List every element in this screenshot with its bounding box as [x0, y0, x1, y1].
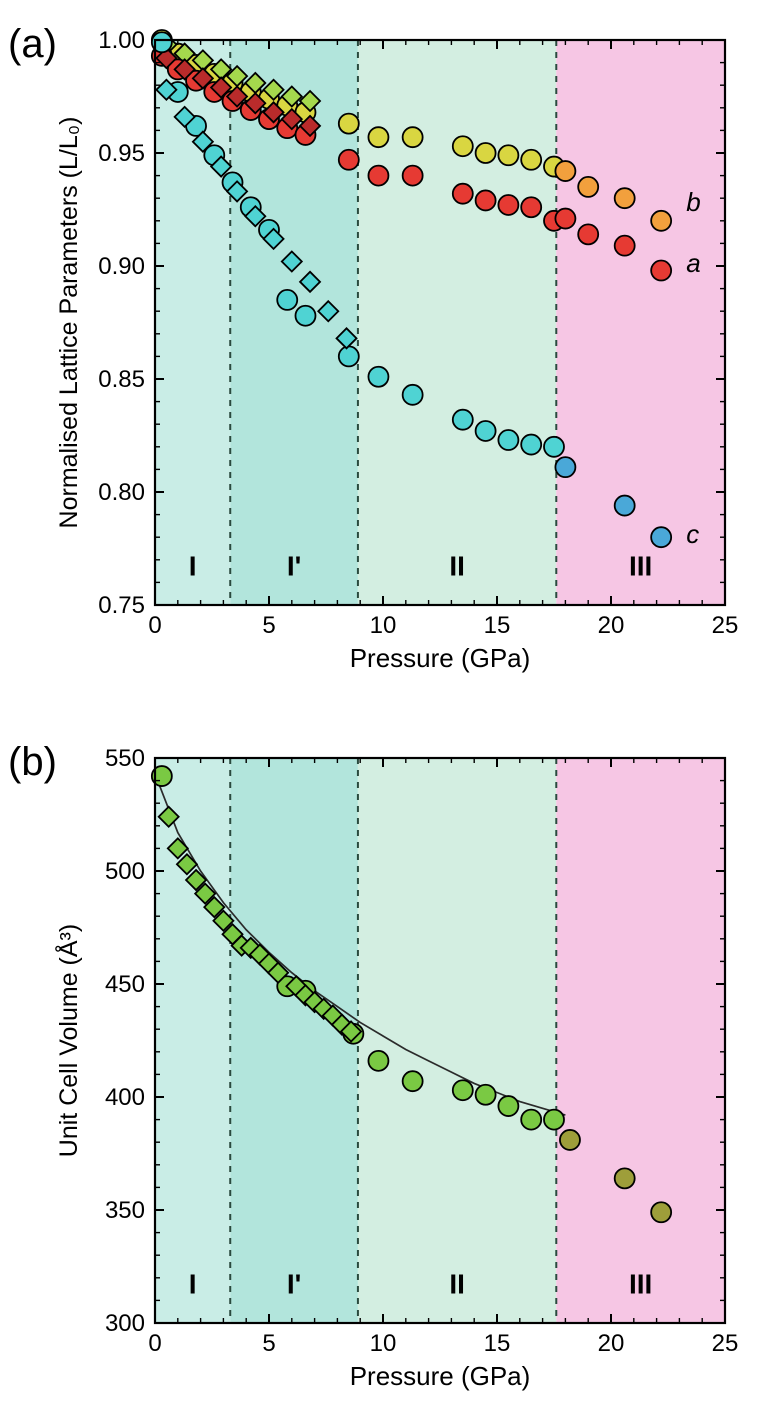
svg-text:Pressure (GPa): Pressure (GPa) — [350, 643, 531, 673]
svg-text:I: I — [189, 551, 197, 582]
svg-text:Pressure (GPa): Pressure (GPa) — [350, 1361, 531, 1391]
svg-text:450: 450 — [105, 971, 145, 998]
svg-text:0.85: 0.85 — [98, 366, 145, 393]
svg-text:I: I — [189, 1269, 197, 1300]
panel-label-a: (a) — [8, 22, 57, 67]
svg-text:25: 25 — [712, 612, 739, 639]
svg-text:0: 0 — [148, 1330, 161, 1357]
svg-text:0: 0 — [148, 612, 161, 639]
svg-text:III: III — [629, 1269, 652, 1300]
svg-text:0.95: 0.95 — [98, 140, 145, 167]
svg-text:II: II — [449, 1269, 465, 1300]
figure: (a) (b) II'IIIIIbac05101520250.750.800.8… — [0, 0, 768, 1396]
svg-text:25: 25 — [712, 1330, 739, 1357]
svg-text:10: 10 — [370, 612, 397, 639]
plots-svg: II'IIIIIbac05101520250.750.800.850.900.9… — [0, 0, 768, 1396]
svg-text:1.00: 1.00 — [98, 27, 145, 54]
svg-text:20: 20 — [598, 1330, 625, 1357]
svg-text:Unit Cell Volume (Å³): Unit Cell Volume (Å³) — [53, 924, 83, 1157]
svg-text:0.75: 0.75 — [98, 592, 145, 619]
svg-text:b: b — [686, 187, 700, 217]
svg-text:c: c — [686, 519, 699, 549]
svg-text:a: a — [686, 248, 700, 278]
svg-text:10: 10 — [370, 1330, 397, 1357]
svg-text:II: II — [449, 551, 465, 582]
svg-text:15: 15 — [484, 1330, 511, 1357]
svg-text:0.90: 0.90 — [98, 253, 145, 280]
svg-text:5: 5 — [262, 1330, 275, 1357]
svg-text:I': I' — [287, 1269, 301, 1300]
svg-text:I': I' — [287, 551, 301, 582]
svg-text:0.80: 0.80 — [98, 479, 145, 506]
svg-text:5: 5 — [262, 612, 275, 639]
panel-label-b: (b) — [8, 740, 57, 785]
svg-text:III: III — [629, 551, 652, 582]
svg-text:500: 500 — [105, 858, 145, 885]
svg-text:15: 15 — [484, 612, 511, 639]
svg-text:300: 300 — [105, 1310, 145, 1337]
svg-text:400: 400 — [105, 1084, 145, 1111]
svg-text:550: 550 — [105, 745, 145, 772]
svg-text:350: 350 — [105, 1197, 145, 1224]
svg-text:Normalised Lattice Parameters: Normalised Lattice Parameters (L/L₀) — [55, 117, 83, 529]
svg-text:20: 20 — [598, 612, 625, 639]
